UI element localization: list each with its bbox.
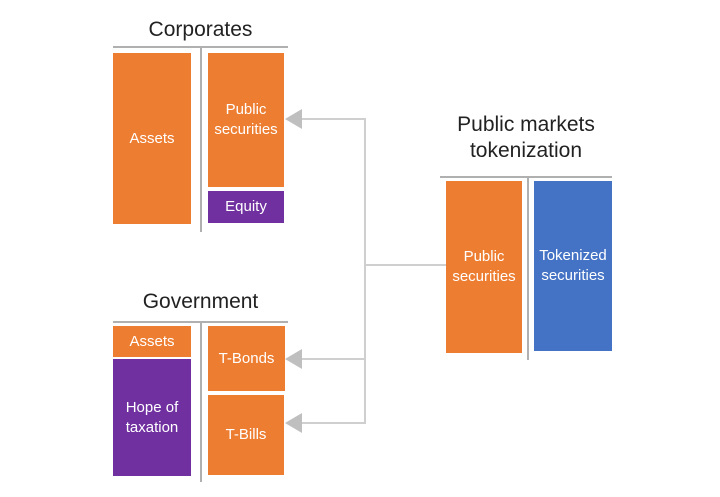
government-tbills-label: T-Bills [225,426,267,443]
government-hope-of-taxation-label: Hope of taxation [125,398,179,436]
corporates-public-securities-box: Public securities [208,53,284,187]
government-title: Government [142,290,259,313]
corporates-title: Corporates [148,18,253,41]
tokenization-public-securities-label: Public securities [452,248,516,285]
arrowhead-public-securities-icon [285,109,302,129]
government-tbills-box: T-Bills [208,395,284,475]
government-tbonds-label: T-Bonds [218,349,275,367]
tokenization-public-securities-box: Public securities [446,181,522,353]
connector-to-public-securities-line [302,118,366,120]
tokenization-tokenized-securities-label: Tokenized securities [539,247,607,284]
corporates-divider-rule [200,46,202,232]
connector-to-tbonds-line [302,358,366,360]
corporates-equity-box: Equity [208,191,284,223]
tokenization-title: Public markets tokenization [457,113,595,162]
arrowhead-tbills-icon [285,413,302,433]
connector-to-tbills-line [302,422,366,424]
corporates-assets-box: Assets [113,53,191,224]
tokenization-top-rule [440,176,612,178]
connector-trunk-line [364,118,366,424]
government-assets-box: Assets [113,326,191,357]
corporates-public-securities-label: Public securities [214,101,278,138]
corporates-assets-label: Assets [129,129,175,147]
government-divider-rule [200,321,202,482]
tokenization-tokenized-securities-box: Tokenized securities [534,181,612,351]
corporates-equity-label: Equity [225,198,267,215]
arrowhead-tbonds-icon [285,349,302,369]
government-assets-label: Assets [129,332,175,350]
connector-to-tokenization-line [364,264,446,266]
government-hope-of-taxation-box: Hope of taxation [113,359,191,476]
tokenization-divider-rule [527,176,529,360]
government-tbonds-box: T-Bonds [208,326,285,391]
